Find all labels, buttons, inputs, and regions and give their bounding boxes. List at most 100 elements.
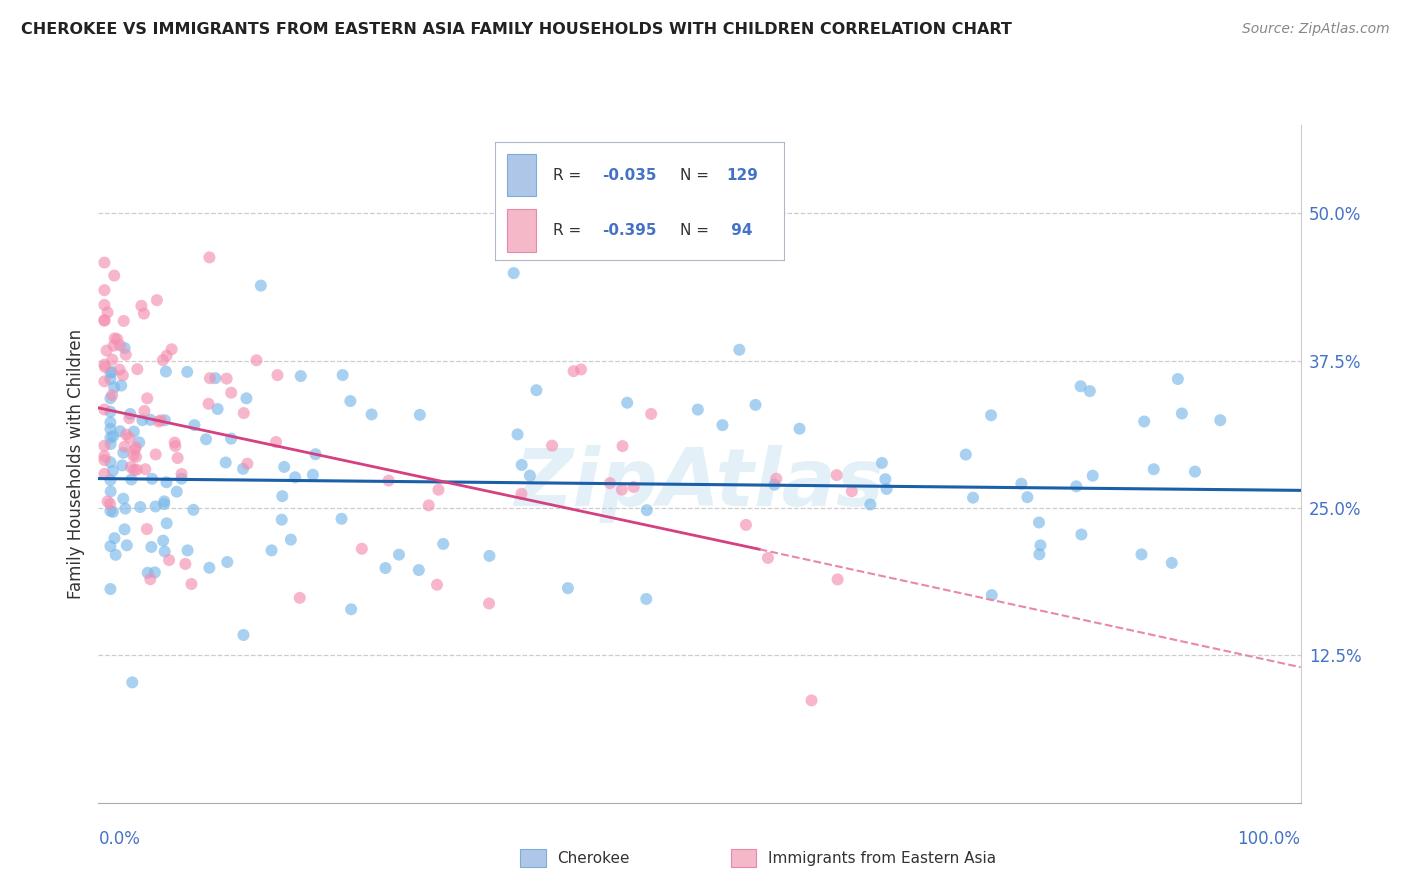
Point (153, 494, 176, 508)
Point (825, 468, 848, 483)
Point (388, 548, 411, 562)
Point (114, 501, 136, 516)
Point (245, 353, 267, 368)
Point (271, 489, 294, 503)
Point (350, 541, 373, 556)
Point (125, 440, 148, 454)
Point (183, 418, 205, 433)
Point (111, 368, 134, 383)
Point (131, 413, 153, 427)
Point (122, 449, 145, 463)
Point (153, 544, 176, 558)
Point (232, 628, 254, 642)
Point (980, 409, 1002, 423)
Point (636, 591, 658, 606)
Point (800, 693, 823, 707)
Point (623, 480, 645, 494)
Point (610, 483, 633, 497)
Point (100, 473, 122, 487)
Point (132, 307, 155, 321)
Point (96, 343, 118, 358)
Point (122, 425, 145, 439)
Point (217, 555, 239, 569)
Point (290, 369, 312, 384)
Point (100, 539, 122, 553)
Point (232, 462, 254, 476)
Point (827, 573, 849, 587)
Point (1028, 547, 1050, 561)
Point (219, 432, 242, 446)
Point (93, 313, 115, 327)
Point (1017, 490, 1039, 504)
Point (232, 406, 254, 420)
Point (302, 467, 325, 482)
Point (103, 531, 125, 545)
Point (1070, 527, 1092, 541)
Point (432, 537, 454, 551)
Point (115, 538, 138, 552)
Point (526, 383, 548, 397)
Point (97, 494, 120, 508)
Point (118, 411, 141, 425)
Point (93, 375, 115, 389)
Point (108, 338, 131, 352)
Point (841, 484, 863, 499)
Point (1010, 476, 1032, 491)
Point (100, 422, 122, 436)
Point (510, 458, 533, 472)
Point (478, 597, 501, 611)
Point (198, 561, 221, 575)
Point (152, 533, 174, 548)
Point (136, 566, 159, 580)
Point (120, 460, 142, 475)
Point (145, 500, 167, 514)
Point (207, 402, 229, 417)
Point (100, 582, 122, 596)
Point (101, 505, 124, 519)
Point (125, 463, 148, 477)
Point (1167, 372, 1189, 386)
Point (141, 540, 163, 554)
Point (183, 503, 205, 517)
Point (962, 491, 984, 505)
Point (141, 472, 163, 486)
Text: 100.0%: 100.0% (1237, 830, 1301, 848)
Point (152, 353, 174, 368)
Point (128, 435, 150, 450)
Point (1184, 465, 1206, 479)
Point (100, 366, 122, 380)
Point (280, 533, 302, 547)
Point (93, 313, 115, 327)
Point (541, 439, 564, 453)
Point (339, 394, 361, 409)
Point (174, 557, 197, 571)
Point (215, 371, 238, 385)
Point (94, 359, 117, 374)
Point (204, 371, 226, 385)
Point (180, 577, 202, 591)
Point (120, 473, 142, 487)
Point (340, 602, 363, 616)
Point (153, 497, 176, 511)
Point (100, 504, 122, 518)
Text: 0.0%: 0.0% (98, 830, 141, 848)
Point (266, 368, 288, 383)
Point (93, 453, 115, 467)
Point (273, 459, 295, 474)
Point (1130, 548, 1153, 562)
Point (198, 251, 221, 265)
Point (120, 407, 142, 421)
Point (756, 550, 779, 565)
Point (115, 427, 138, 442)
Point (100, 416, 122, 430)
Point (93, 439, 115, 453)
Point (93, 467, 115, 481)
Point (1171, 407, 1194, 421)
Point (143, 566, 166, 580)
Point (409, 408, 432, 422)
Point (789, 422, 811, 436)
Point (166, 484, 188, 499)
Point (118, 431, 141, 445)
Point (374, 561, 396, 575)
Point (103, 380, 125, 394)
